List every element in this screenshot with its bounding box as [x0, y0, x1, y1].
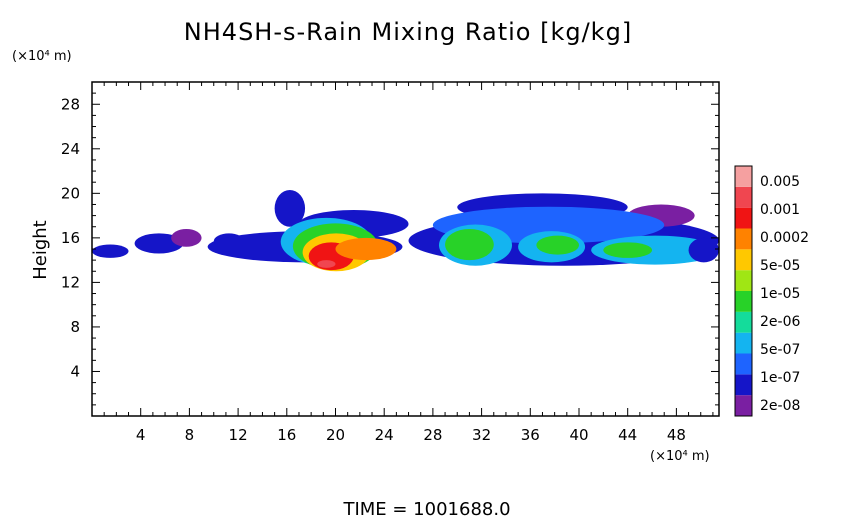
- y-tick-label: 4: [70, 362, 80, 380]
- y-axis-label: Height: [30, 220, 51, 280]
- x-tick-label: 40: [569, 426, 588, 444]
- heatmap-region: [688, 237, 719, 263]
- colorbar-label: 2e-08: [760, 398, 800, 414]
- colorbar-label: 1e-05: [760, 286, 800, 302]
- heatmap-region: [92, 244, 129, 258]
- colorbar-label: 0.0002: [760, 230, 809, 246]
- heatmap-region: [603, 242, 653, 258]
- colorbar-label: 2e-06: [760, 314, 800, 330]
- x-tick-label: 36: [521, 426, 540, 444]
- y-tick-label: 20: [61, 184, 80, 202]
- y-tick-label: 24: [61, 140, 80, 158]
- colorbar-swatch: [735, 249, 752, 271]
- x-tick-label: 16: [277, 426, 296, 444]
- colorbar-swatch: [735, 186, 752, 208]
- x-tick-label: 20: [326, 426, 345, 444]
- heatmap-region: [445, 228, 494, 261]
- colorbar-label: 0.005: [760, 174, 800, 190]
- colorbar-swatch: [735, 374, 752, 396]
- colorbar: 2e-08 1e-07 5e-07 2e-06 1e-05 5e-05 0.0002 0.00…: [734, 165, 809, 417]
- y-tick-label: 28: [61, 95, 80, 113]
- x-tick-label: 28: [423, 426, 442, 444]
- y-tick-label: 12: [61, 273, 80, 291]
- colorbar-label: 0.001: [760, 202, 800, 218]
- colorbar-label: 5e-07: [760, 342, 800, 358]
- heatmap-field: [92, 189, 719, 272]
- chart-title: NH4SH-s-Rain Mixing Ratio [kg/kg]: [184, 18, 632, 46]
- y-tick-label: 8: [70, 318, 80, 336]
- colorbar-label: 1e-07: [760, 370, 800, 386]
- colorbar-swatch: [735, 166, 752, 187]
- heatmap-region: [536, 235, 579, 255]
- x-tick-label: 32: [472, 426, 491, 444]
- colorbar-swatch: [735, 332, 752, 354]
- x-tick-label: 8: [185, 426, 195, 444]
- x-unit-label: (×10⁴ m): [650, 449, 710, 464]
- x-tick-label: 44: [618, 426, 637, 444]
- colorbar-swatch: [735, 270, 752, 291]
- heatmap-region: [274, 189, 306, 227]
- time-footer: TIME = 1001688.0: [342, 499, 510, 519]
- heatmap-region: [171, 228, 202, 247]
- colorbar-frame: [734, 165, 753, 417]
- heatmap-region: [317, 260, 336, 268]
- heatmap-region: [134, 233, 184, 254]
- colorbar-swatch: [735, 395, 752, 416]
- y-tick-label: 16: [61, 229, 80, 247]
- y-unit-label: (×10⁴ m): [12, 49, 72, 64]
- heatmap-region: [335, 237, 397, 261]
- colorbar-swatch: [735, 311, 752, 333]
- colorbar-label: 5e-05: [760, 258, 800, 274]
- x-tick-label: 24: [375, 426, 394, 444]
- colorbar-swatch: [735, 291, 752, 312]
- x-tick-label: 12: [229, 426, 248, 444]
- colorbar-swatch: [735, 207, 752, 229]
- colorbar-swatch: [735, 228, 752, 250]
- x-tick-label: 48: [667, 426, 686, 444]
- colorbar-swatch: [735, 353, 752, 375]
- x-tick-label: 4: [136, 426, 146, 444]
